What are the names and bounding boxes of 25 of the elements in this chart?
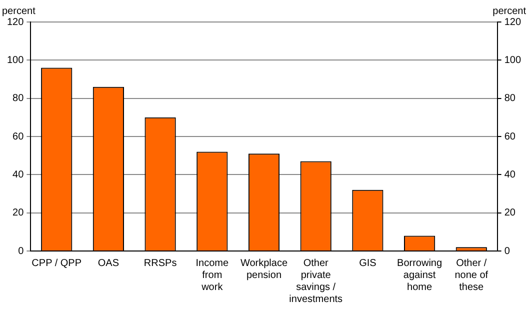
x-tick-label: RRSPs xyxy=(144,258,177,269)
y-tick-label: 100 xyxy=(6,54,24,66)
y-tick-label: 40 xyxy=(12,169,24,180)
y-tick-label: 20 xyxy=(12,208,24,219)
y2-tick-label: 120 xyxy=(504,16,522,28)
y-tick-label: 80 xyxy=(12,93,24,104)
y2-tick-label: 60 xyxy=(504,131,516,142)
x-tick-label: Workplace pension xyxy=(240,258,288,281)
y2-tick-label: 80 xyxy=(504,93,516,104)
y2-axis-title: percent xyxy=(492,6,526,17)
x-tick-label: OAS xyxy=(98,258,120,269)
y2-tick-label: 20 xyxy=(504,208,516,219)
y-tick-label: 60 xyxy=(12,131,24,142)
y-tick-label: 0 xyxy=(18,246,24,257)
y2-tick-label: 100 xyxy=(504,54,522,66)
x-tick-label: GIS xyxy=(359,258,377,269)
x-tick-label: Other private savings / investments xyxy=(289,258,343,305)
x-tick-label: Borrowing against home xyxy=(397,258,442,293)
y-axis-title: percent xyxy=(2,6,36,17)
x-tick-label: Income from work xyxy=(196,258,229,293)
x-tick-label: CPP / QPP xyxy=(32,258,82,269)
x-tick-label: Other / none of these xyxy=(454,258,488,293)
y2-tick-label: 0 xyxy=(504,246,510,257)
y-tick-label: 120 xyxy=(6,16,24,28)
y2-tick-label: 40 xyxy=(504,169,516,180)
